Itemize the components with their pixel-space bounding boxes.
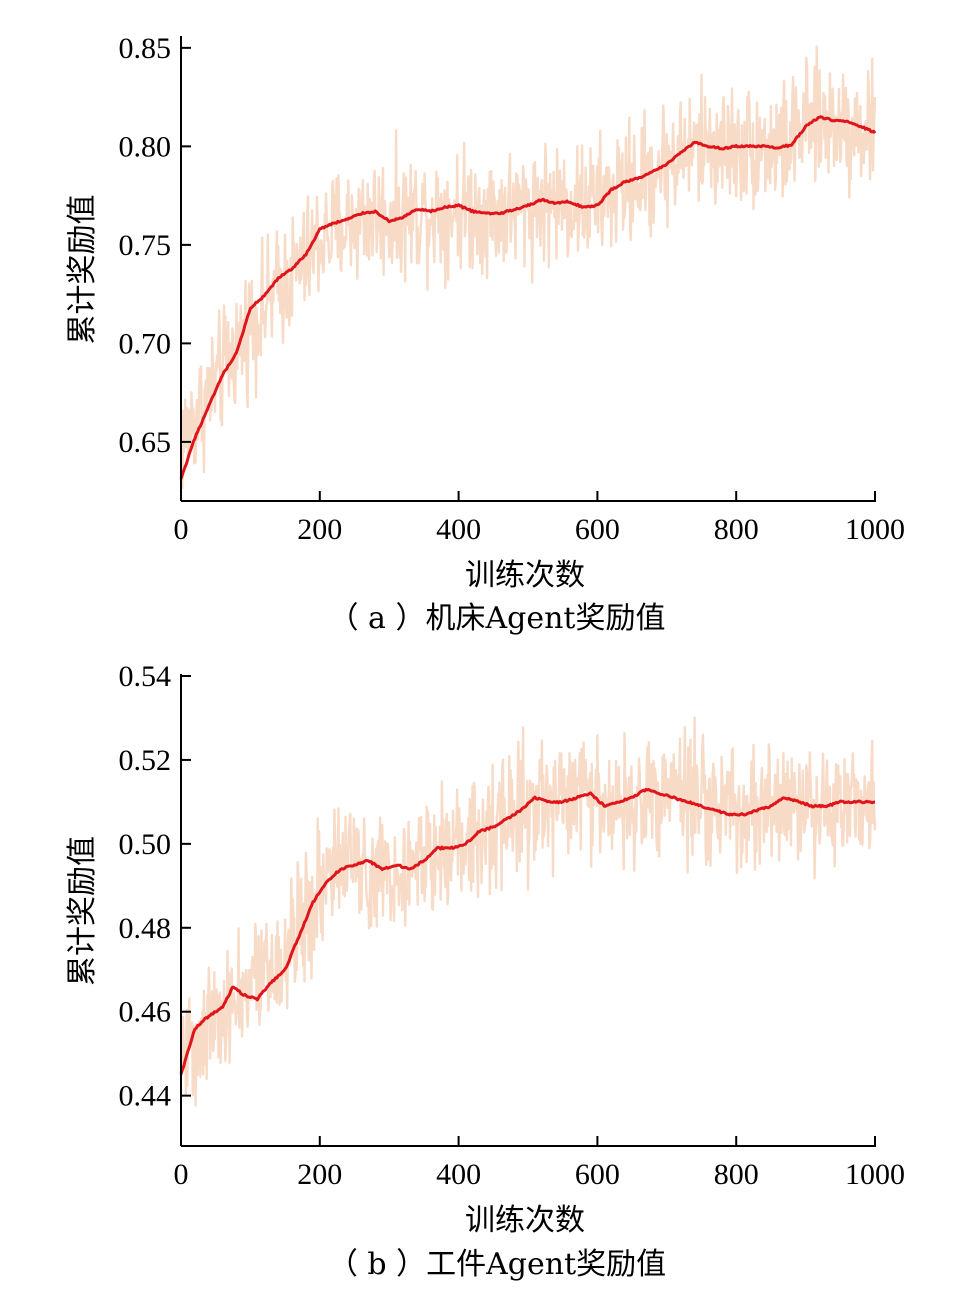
y-tick-label: 0.50 [119,828,172,861]
y-tick-label: 0.85 [119,32,172,65]
y-tick-label: 0.46 [119,996,172,1029]
y-tick-label: 0.48 [119,912,172,945]
y-tick-label: 0.75 [119,229,172,262]
x-tick-label: 1000 [845,513,905,546]
smoothed-series-layer [179,115,877,480]
x-tick-label: 400 [436,513,481,546]
raw-series-layer [179,716,877,1107]
y-axis-title: 累计奖励值 [65,195,100,345]
raw-reward-line [179,45,877,490]
x-tick-label: 400 [436,1158,481,1191]
chart-panel-b: 0.44 0.46 0.48 0.50 0.52 0.54 0 200 400 600 800 10… [65,660,905,1282]
x-tick-label: 600 [575,513,620,546]
chart-panel-a: 0.65 0.70 0.75 0.80 0.85 0 200 400 600 800 1000 累… [65,32,905,636]
raw-series-layer [179,45,877,490]
y-tick-label: 0.65 [119,426,172,459]
chart-caption: （ b ）工件Agent奖励值 [328,1247,666,1282]
y-ticks: 0.44 0.46 0.48 0.50 0.52 0.54 [119,660,191,1113]
smoothed-series-layer [179,787,876,1075]
x-tick-label: 200 [297,1158,342,1191]
x-ticks: 0 200 400 600 800 1000 [174,1136,905,1191]
x-tick-label: 800 [714,1158,759,1191]
y-tick-label: 0.52 [119,744,172,777]
x-axis-title: 训练次数 [465,1203,585,1238]
smoothed-reward-line [179,787,876,1075]
y-axis-title: 累计奖励值 [65,836,100,986]
x-tick-label: 600 [575,1158,620,1191]
chart-caption: （ a ）机床Agent奖励值 [329,601,666,636]
x-tick-label: 800 [714,513,759,546]
y-tick-label: 0.80 [119,130,172,163]
x-axis-title: 训练次数 [465,558,585,593]
x-tick-label: 1000 [845,1158,905,1191]
x-tick-label: 0 [174,1158,189,1191]
y-tick-label: 0.70 [119,327,172,360]
y-tick-label: 0.54 [119,660,172,693]
x-tick-label: 0 [174,513,189,546]
y-ticks: 0.65 0.70 0.75 0.80 0.85 [119,32,191,459]
x-tick-label: 200 [297,513,342,546]
smoothed-reward-line [179,115,877,480]
x-ticks: 0 200 400 600 800 1000 [174,491,905,546]
raw-reward-line [179,716,877,1107]
y-tick-label: 0.44 [119,1080,172,1113]
